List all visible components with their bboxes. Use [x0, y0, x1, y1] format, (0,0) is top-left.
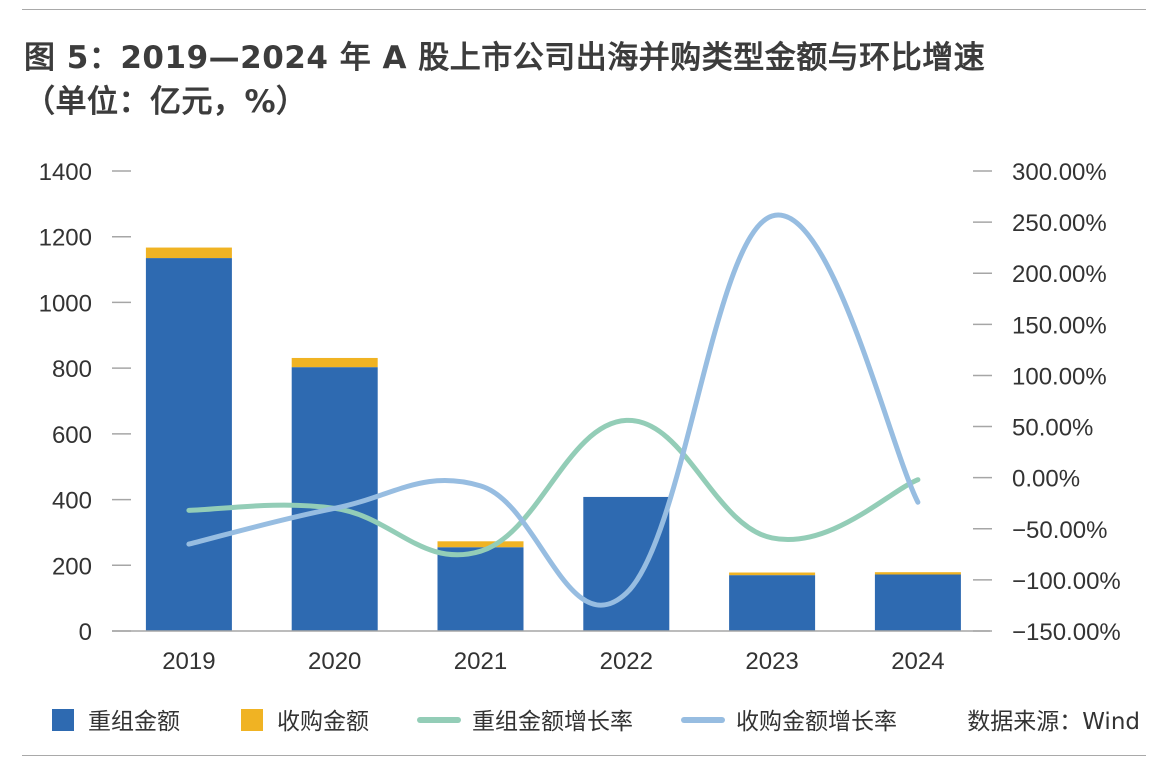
x-tick-label-2019: 2019: [162, 648, 215, 675]
left-tick-label: 600: [52, 422, 92, 449]
bar-acquisition-2019: [145, 247, 232, 259]
title-line-2: （单位：亿元，%）: [24, 84, 308, 120]
top-rule: [22, 9, 1146, 10]
x-tick-label-2023: 2023: [745, 648, 798, 675]
right-tick-label: 100.00%: [1012, 363, 1107, 390]
bottom-rule: [22, 755, 1146, 756]
lines-layer: [186, 212, 921, 608]
x-tick-label-2020: 2020: [308, 648, 361, 675]
right-tick-label: 300.00%: [1012, 159, 1107, 186]
line-acquisition-growth: [186, 212, 921, 608]
left-tick-label: 1400: [39, 159, 92, 186]
bars-layer: [145, 247, 961, 631]
bar-restructure-2021: [437, 547, 524, 631]
legend-swatch-0: [52, 709, 74, 731]
left-tick-label: 800: [52, 356, 92, 383]
right-tick-label: 200.00%: [1012, 261, 1107, 288]
bar-acquisition-2021: [437, 541, 524, 548]
chart-title: 图 5：2019—2024 年 A 股上市公司出海并购类型金额与环比增速 （单位…: [24, 36, 1134, 124]
bar-restructure-2022: [583, 496, 670, 631]
right-tick-label: −100.00%: [1012, 568, 1121, 595]
legend-label-3: 收购金额增长率: [736, 709, 897, 735]
x-tick-label-2021: 2021: [454, 648, 507, 675]
bar-restructure-2023: [729, 575, 816, 631]
right-tick-label: −150.00%: [1012, 619, 1121, 646]
left-tick-label: 1000: [39, 290, 92, 317]
legend-label-0: 重组金额: [88, 709, 180, 735]
left-tick-label: 200: [52, 553, 92, 580]
right-tick-label: 150.00%: [1012, 312, 1107, 339]
left-tick-label: 1200: [39, 225, 92, 252]
right-tick-label: 250.00%: [1012, 210, 1107, 237]
source-note: 数据来源：Wind: [967, 709, 1140, 735]
bar-restructure-2024: [874, 574, 961, 631]
x-axis-labels: 2019 2020 2021 2022 2023 2024: [162, 648, 944, 675]
right-axis: −150.00% −100.00% −50.00% 0.00% 50.00% 100.00…: [973, 159, 1121, 646]
left-tick-label: 400: [52, 488, 92, 515]
right-tick-label: 50.00%: [1012, 415, 1093, 442]
legend: 重组金额 收购金额 重组金额增长率 收购金额增长率: [52, 709, 897, 735]
legend-label-2: 重组金额增长率: [472, 709, 633, 735]
x-tick-label-2024: 2024: [891, 648, 944, 675]
title-line-1: 图 5：2019—2024 年 A 股上市公司出海并购类型金额与环比增速: [24, 40, 986, 76]
left-tick-label: 0: [79, 619, 92, 646]
bar-acquisition-2020: [291, 357, 378, 368]
left-axis: 0 200 400 600 800 1000 1200 1400: [39, 159, 131, 646]
right-tick-label: 0.00%: [1012, 466, 1080, 493]
legend-label-1: 收购金额: [277, 709, 369, 735]
bar-acquisition-2024: [874, 572, 961, 575]
right-tick-label: −50.00%: [1012, 517, 1107, 544]
legend-swatch-1: [241, 709, 263, 731]
x-tick-label-2022: 2022: [600, 648, 653, 675]
bar-restructure-2019: [145, 258, 232, 631]
bar-acquisition-2023: [729, 572, 816, 576]
